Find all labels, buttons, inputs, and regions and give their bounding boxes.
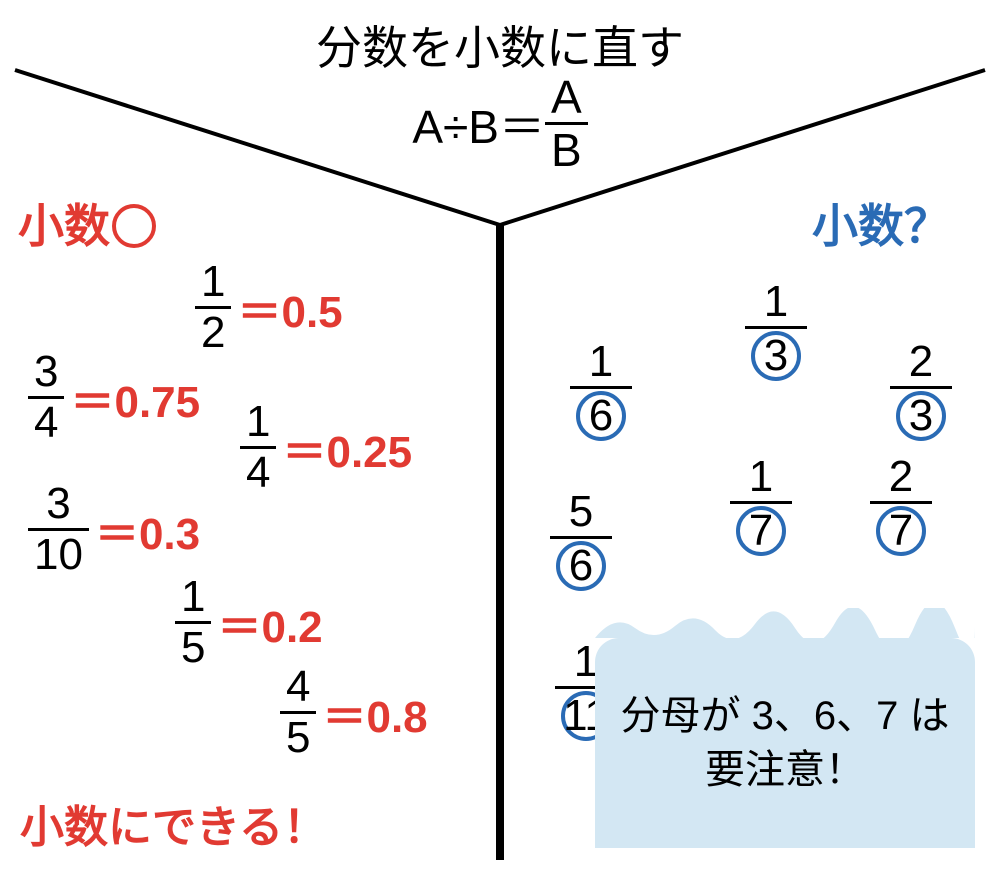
decimal-value: ＝0.5 — [237, 276, 342, 340]
decimal-value: ＝0.75 — [70, 366, 200, 430]
fraction-den: 4 — [240, 449, 276, 495]
fraction-den-circled: 3 — [890, 389, 952, 441]
fraction: 56 — [550, 490, 612, 591]
fraction: 27 — [870, 455, 932, 556]
fraction-num: 1 — [240, 400, 276, 446]
fraction: 12 — [195, 260, 231, 355]
fraction-den-circled: 7 — [730, 504, 792, 556]
fraction-right: 16 — [570, 340, 632, 441]
circle-mark-icon — [112, 204, 156, 248]
fraction: 17 — [730, 455, 792, 556]
fraction-right: 13 — [745, 280, 807, 381]
fraction-den-circled: 7 — [870, 504, 932, 556]
fraction-den: 2 — [195, 309, 231, 355]
fraction-num: 3 — [40, 482, 76, 528]
fraction-den-circled: 6 — [570, 389, 632, 441]
heading-right: 小数？ — [812, 190, 950, 256]
fraction: 23 — [890, 340, 952, 441]
fraction-num: 2 — [903, 340, 939, 386]
circled-denominator: 3 — [896, 391, 946, 441]
fraction-num: 5 — [563, 490, 599, 536]
circled-denominator: 6 — [556, 541, 606, 591]
decimal-value: ＝0.3 — [95, 498, 200, 562]
formula-lhs: A÷B＝ — [412, 91, 545, 157]
fraction: 15 — [175, 575, 211, 670]
equation: 14＝0.25 — [240, 400, 412, 495]
fraction-num: 1 — [175, 575, 211, 621]
fraction: 310 — [28, 482, 89, 577]
callout-text: 分母が 3、6、7 は要注意！ — [615, 689, 955, 797]
fraction: 14 — [240, 400, 276, 495]
formula: A÷B＝ A B — [0, 74, 1000, 173]
equation: 12＝0.5 — [195, 260, 343, 355]
fraction-num: 1 — [195, 260, 231, 306]
fraction-den: 5 — [280, 714, 316, 760]
fraction-num: 4 — [280, 665, 316, 711]
circled-denominator: 3 — [751, 331, 801, 381]
footer-left: 小数にできる！ — [20, 791, 327, 855]
fraction-num: 1 — [758, 280, 794, 326]
circled-denominator: 6 — [576, 391, 626, 441]
fraction-den-circled: 3 — [745, 329, 807, 381]
formula-den: B — [545, 125, 588, 173]
equation: 15＝0.2 — [175, 575, 323, 670]
fraction-den-circled: 6 — [550, 539, 612, 591]
equation: 34＝0.75 — [28, 350, 200, 445]
panel-left: 12＝0.534＝0.7514＝0.25310＝0.315＝0.245＝0.8 — [0, 250, 500, 883]
fraction: 16 — [570, 340, 632, 441]
fraction-num: 1 — [583, 340, 619, 386]
fraction-den: 5 — [175, 624, 211, 670]
fraction: 13 — [745, 280, 807, 381]
fraction-right: 56 — [550, 490, 612, 591]
heading-left-text: 小数 — [18, 200, 110, 252]
fraction-num: 2 — [883, 455, 919, 501]
equation: 310＝0.3 — [28, 482, 200, 577]
fraction: 34 — [28, 350, 64, 445]
callout-box: 分母が 3、6、7 は要注意！ — [595, 638, 975, 848]
formula-fraction: A B — [545, 74, 588, 173]
decimal-value: ＝0.2 — [217, 591, 322, 655]
fraction-den: 10 — [28, 531, 89, 577]
decimal-value: ＝0.25 — [282, 416, 412, 480]
fraction-right: 17 — [730, 455, 792, 556]
fraction-den: 4 — [28, 399, 64, 445]
fraction: 45 — [280, 665, 316, 760]
decimal-value: ＝0.8 — [322, 681, 427, 745]
heading-left: 小数 — [18, 190, 156, 256]
formula-num: A — [545, 74, 588, 122]
circled-denominator: 7 — [876, 506, 926, 556]
circled-denominator: 7 — [736, 506, 786, 556]
fraction-num: 1 — [743, 455, 779, 501]
fraction-right: 27 — [870, 455, 932, 556]
fraction-right: 23 — [890, 340, 952, 441]
equation: 45＝0.8 — [280, 665, 428, 760]
fraction-num: 3 — [28, 350, 64, 396]
page-title: 分数を小数に直す — [0, 12, 1000, 78]
